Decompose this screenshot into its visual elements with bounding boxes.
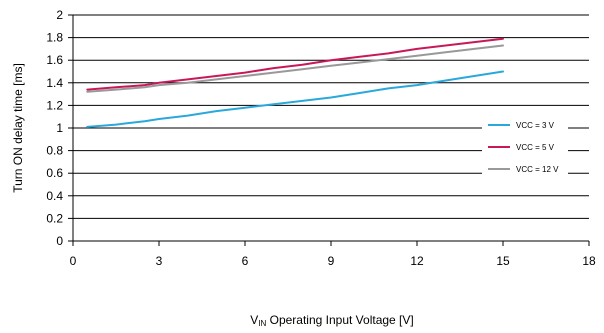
x-tick-label-2: 6 [242,254,249,268]
series-line-0 [86,70,504,128]
legend-label-1: VCC = 5 V [516,143,555,152]
data-series [86,37,504,128]
y-tick-label-2: 0.4 [46,189,63,203]
y-tick-label-4: 0.8 [46,144,63,158]
y-tick-label-7: 1.4 [46,76,63,90]
y-tick-label-0: 0 [56,234,63,248]
x-axis-label-subscript: IN [258,319,266,328]
x-axis-label-rest: Operating Input Voltage [V] [266,313,413,327]
y-tick-label-3: 0.6 [46,166,63,180]
axes [68,14,590,246]
legend-label-0: VCC = 3 V [516,121,555,130]
x-tick-label-4: 12 [410,254,424,268]
y-axis-label: Turn ON delay time [ms] [11,63,25,193]
y-tick-label-10: 2 [56,8,63,22]
x-axis-label: VIN Operating Input Voltage [V] [250,313,413,328]
y-tick-label-9: 1.8 [46,31,63,45]
x-tick-label-3: 9 [328,254,335,268]
x-axis-label-main: V [250,313,258,327]
legend: VCC = 3 V VCC = 5 V VCC = 12 V [482,114,568,182]
series-line-1 [86,37,504,91]
tick-labels: 0 0.2 0.4 0.6 0.8 1 1.2 1.4 1.6 1.8 2 0 3 6 9 12 15 18 [46,8,596,268]
x-tick-label-6: 18 [582,254,596,268]
legend-label-2: VCC = 12 V [516,165,559,174]
x-tick-label-5: 15 [496,254,510,268]
y-tick-label-8: 1.6 [46,53,63,67]
y-tick-label-6: 1.2 [46,98,63,112]
x-tick-label-0: 0 [70,254,77,268]
x-tick-label-1: 3 [156,254,163,268]
y-tick-label-1: 0.2 [46,211,63,225]
series-line-2 [86,44,504,93]
y-tick-label-5: 1 [56,121,63,135]
